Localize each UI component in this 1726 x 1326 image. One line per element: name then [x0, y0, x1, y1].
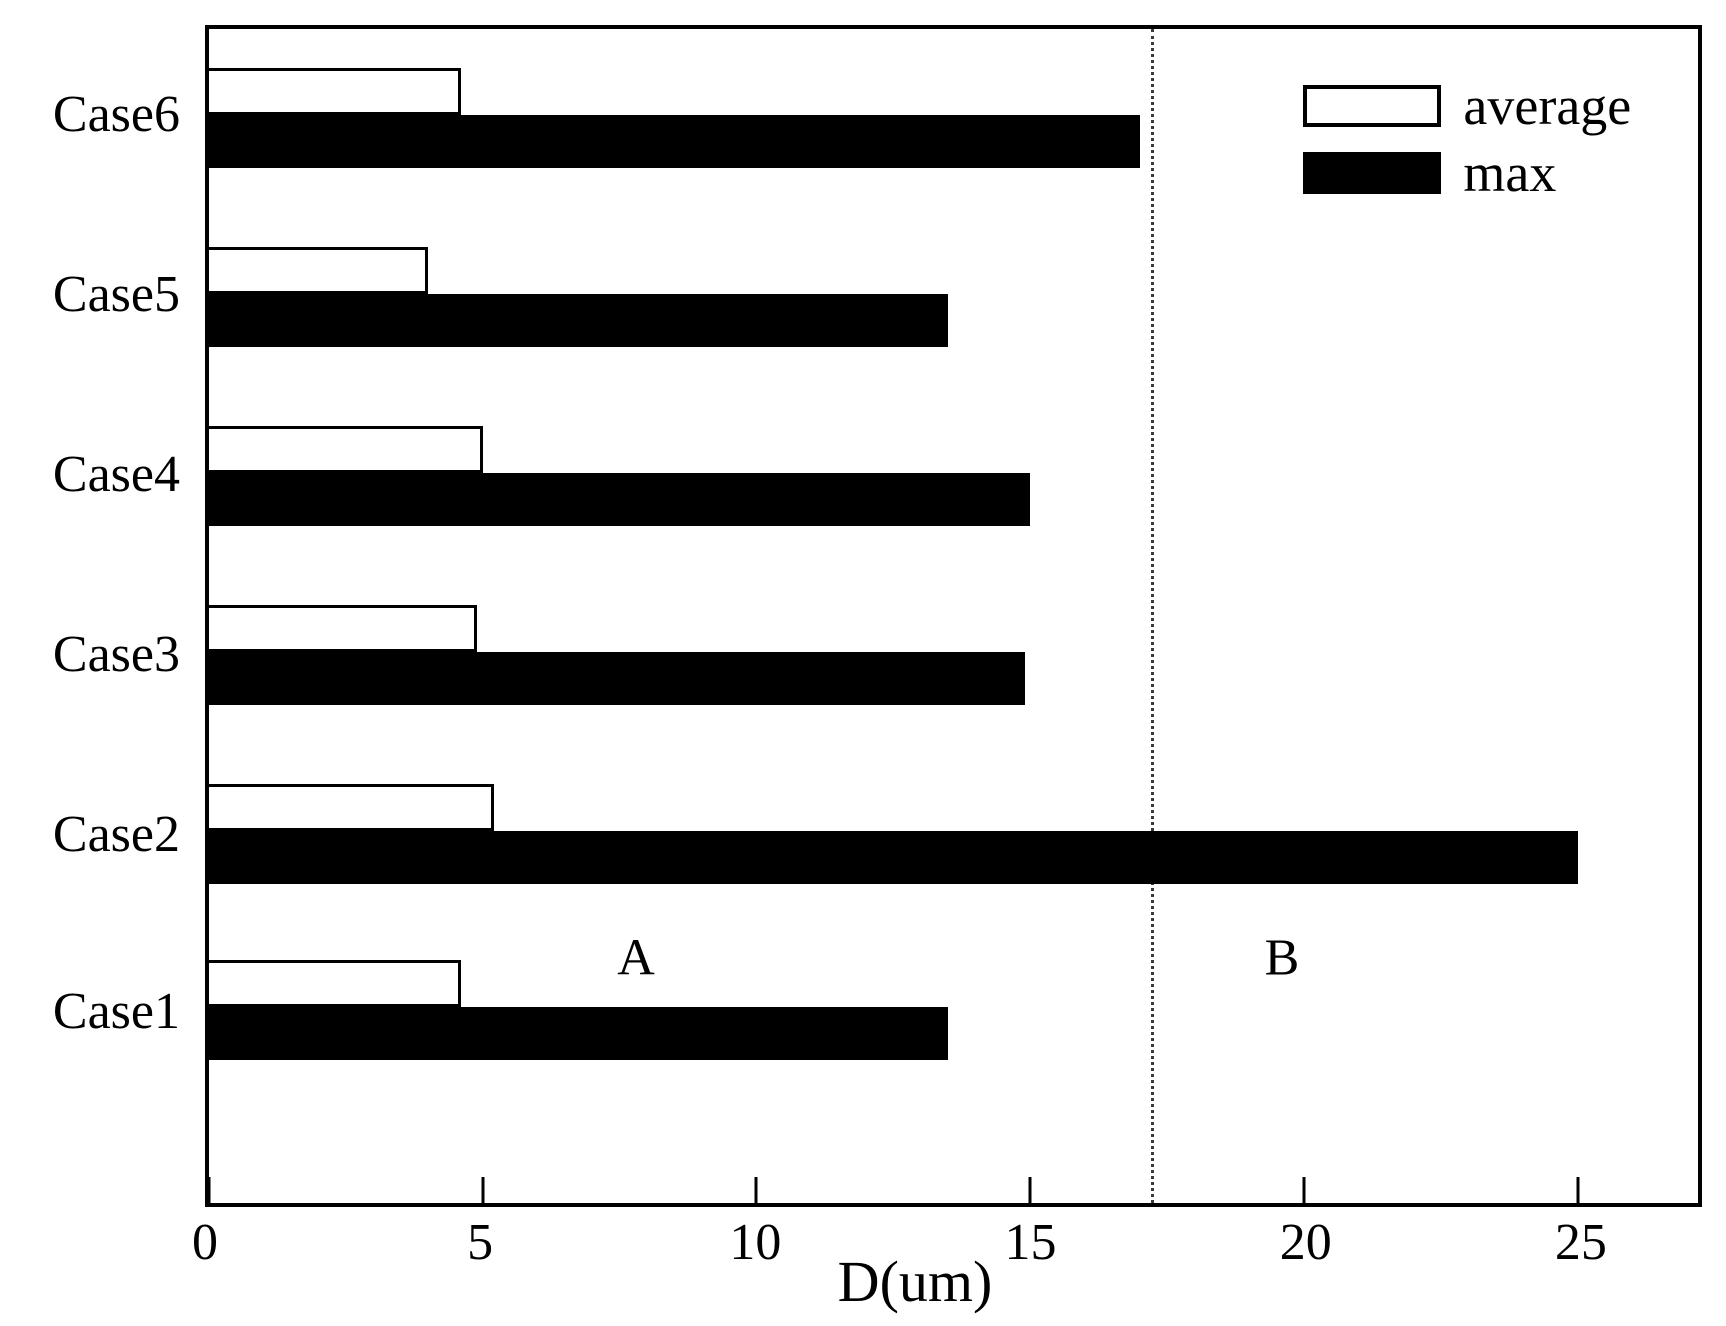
y-tick-label: Case2 [52, 806, 180, 864]
x-tick-mark [1302, 1177, 1306, 1203]
x-tick-mark [754, 1177, 758, 1203]
y-axis-labels: Case6 Case5 Case4 Case3 Case2 Case1 [0, 25, 190, 1207]
legend: average max [1303, 79, 1631, 200]
bar-max [209, 1006, 949, 1060]
legend-swatch-average-icon [1303, 85, 1442, 127]
legend-swatch-max-icon [1303, 152, 1442, 194]
bar-average [209, 959, 461, 1007]
x-tick-label: 15 [1004, 1214, 1057, 1271]
x-tick-mark [481, 1177, 485, 1203]
x-tick-mark [1576, 1177, 1580, 1203]
bar-max [209, 294, 949, 348]
bar-group-case6 [209, 68, 1698, 169]
bar-group-case1 [209, 959, 1698, 1060]
legend-label-max: max [1463, 143, 1557, 203]
region-label-a: A [617, 929, 655, 987]
y-tick-label: Case5 [52, 265, 180, 323]
bar-average [209, 68, 461, 116]
legend-item-average: average [1303, 79, 1631, 133]
x-axis-tick-labels: 0 5 10 15 20 25 [192, 1213, 1702, 1283]
y-tick-label: Case1 [52, 983, 180, 1041]
bar-group-case2 [209, 783, 1698, 884]
bar-group-case5 [209, 247, 1698, 348]
reference-dotted-line [1150, 29, 1154, 1203]
bar-average [209, 425, 483, 473]
x-tick-mark [1028, 1177, 1032, 1203]
bar-average [209, 247, 428, 295]
bar-max [209, 472, 1031, 526]
x-tick-label: 0 [192, 1214, 218, 1271]
y-tick-label: Case4 [52, 445, 180, 503]
x-tick-mark [207, 1177, 211, 1203]
x-tick-label: 25 [1554, 1214, 1607, 1271]
y-tick-label: Case6 [52, 85, 180, 143]
x-tick-label: 5 [467, 1214, 494, 1271]
x-tick-label: 20 [1279, 1214, 1332, 1271]
bar-group-case3 [209, 604, 1698, 705]
region-label-b: B [1264, 929, 1300, 987]
bar-group-case4 [209, 425, 1698, 526]
x-axis-label: D(um) [837, 1249, 993, 1314]
y-tick-label: Case3 [52, 626, 180, 683]
bar-average [209, 783, 494, 831]
legend-label-average: average [1463, 76, 1632, 136]
x-tick-label: 10 [729, 1214, 782, 1271]
bar-max [209, 651, 1025, 705]
plot-area: average max A B [205, 25, 1702, 1207]
bar-average [209, 604, 478, 652]
bar-max [209, 830, 1578, 884]
bar-max [209, 115, 1140, 169]
legend-item-max: max [1303, 146, 1631, 200]
